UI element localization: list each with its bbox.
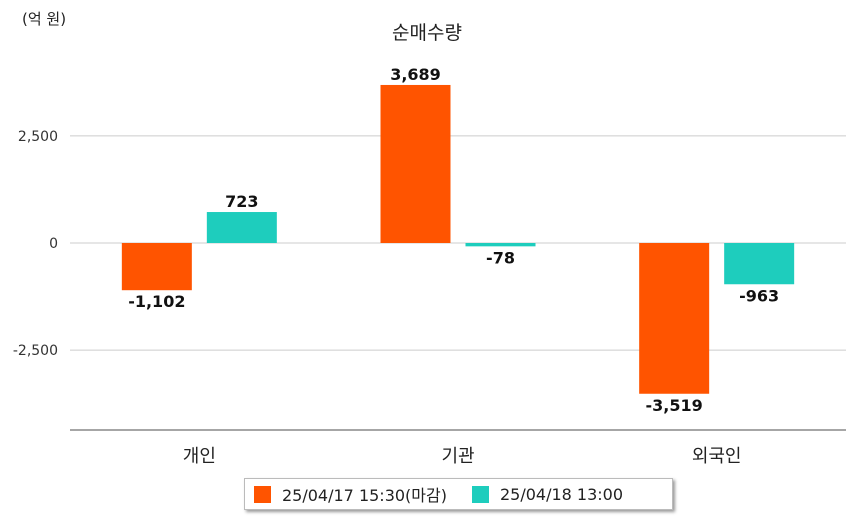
y-tick-label: 0 (49, 236, 58, 252)
bar (380, 84, 451, 243)
bar (639, 243, 710, 394)
x-tick-label: 기관 (441, 446, 474, 467)
x-tick-label: 개인 (183, 446, 216, 467)
legend-item-series-2[interactable]: 25/04/18 13:00 (471, 484, 624, 504)
y-tick-label: 2,500 (18, 129, 58, 145)
data-label: -963 (739, 286, 779, 305)
bar (121, 243, 192, 291)
data-label: -3,519 (646, 396, 703, 415)
legend-label-series-2: 25/04/18 13:00 (499, 484, 624, 504)
legend: 25/04/17 15:30(마감) 25/04/18 13:00 (244, 478, 673, 510)
bar (206, 212, 277, 243)
legend-swatch-series-1 (254, 485, 271, 503)
legend-item-series-1[interactable]: 25/04/17 15:30(마감) (254, 482, 447, 506)
data-label: 3,689 (390, 65, 441, 84)
legend-label-series-1: 25/04/17 15:30(마감) (282, 486, 447, 505)
data-label: -78 (486, 248, 515, 267)
data-label: 723 (225, 192, 258, 211)
y-axis-unit-label: (억 원) (22, 10, 67, 28)
bar (724, 243, 795, 285)
y-tick-label: -2,500 (13, 343, 58, 359)
data-label: -1,102 (128, 292, 185, 311)
chart-title: 순매수량 (392, 22, 462, 44)
bar (465, 243, 536, 247)
x-tick-label: 외국인 (692, 446, 742, 467)
legend-swatch-series-2 (471, 485, 489, 503)
